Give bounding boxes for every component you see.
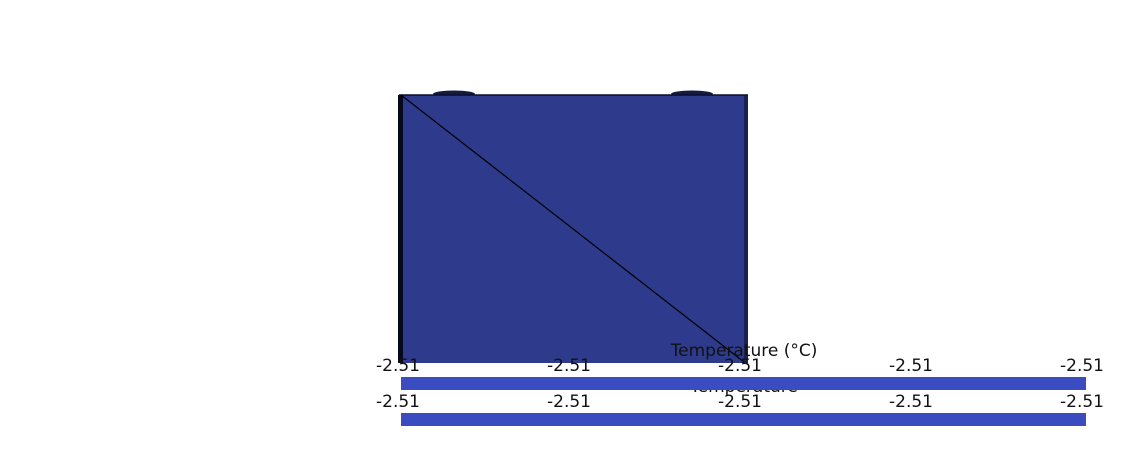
colorbar-1-tick-label: -2.51 xyxy=(718,356,762,376)
model-right-edge xyxy=(744,95,748,363)
colorbar-2-tick-label: -2.51 xyxy=(1060,392,1104,412)
colorbar-2-tick-label: -2.51 xyxy=(376,392,420,412)
colorbar-2-tick-label: -2.51 xyxy=(889,392,933,412)
colorbar-2-bar xyxy=(401,413,1086,426)
colorbar-1-tick-label: -2.51 xyxy=(376,356,420,376)
mesh-diagonal-line xyxy=(400,94,745,363)
colorbar-1-bar-overlay xyxy=(401,377,1086,390)
colorbar-1-tick-label: -2.51 xyxy=(1060,356,1104,376)
colorbar-2-tick-label: -2.51 xyxy=(718,392,762,412)
colorbar-1-tick-label: -2.51 xyxy=(889,356,933,376)
colorbar-1-title: Temperature (°C) xyxy=(670,341,818,361)
colorbar-1-tick-label: -2.51 xyxy=(547,356,591,376)
colorbar-2-tick-label: -2.51 xyxy=(547,392,591,412)
model-left-edge xyxy=(398,95,403,363)
